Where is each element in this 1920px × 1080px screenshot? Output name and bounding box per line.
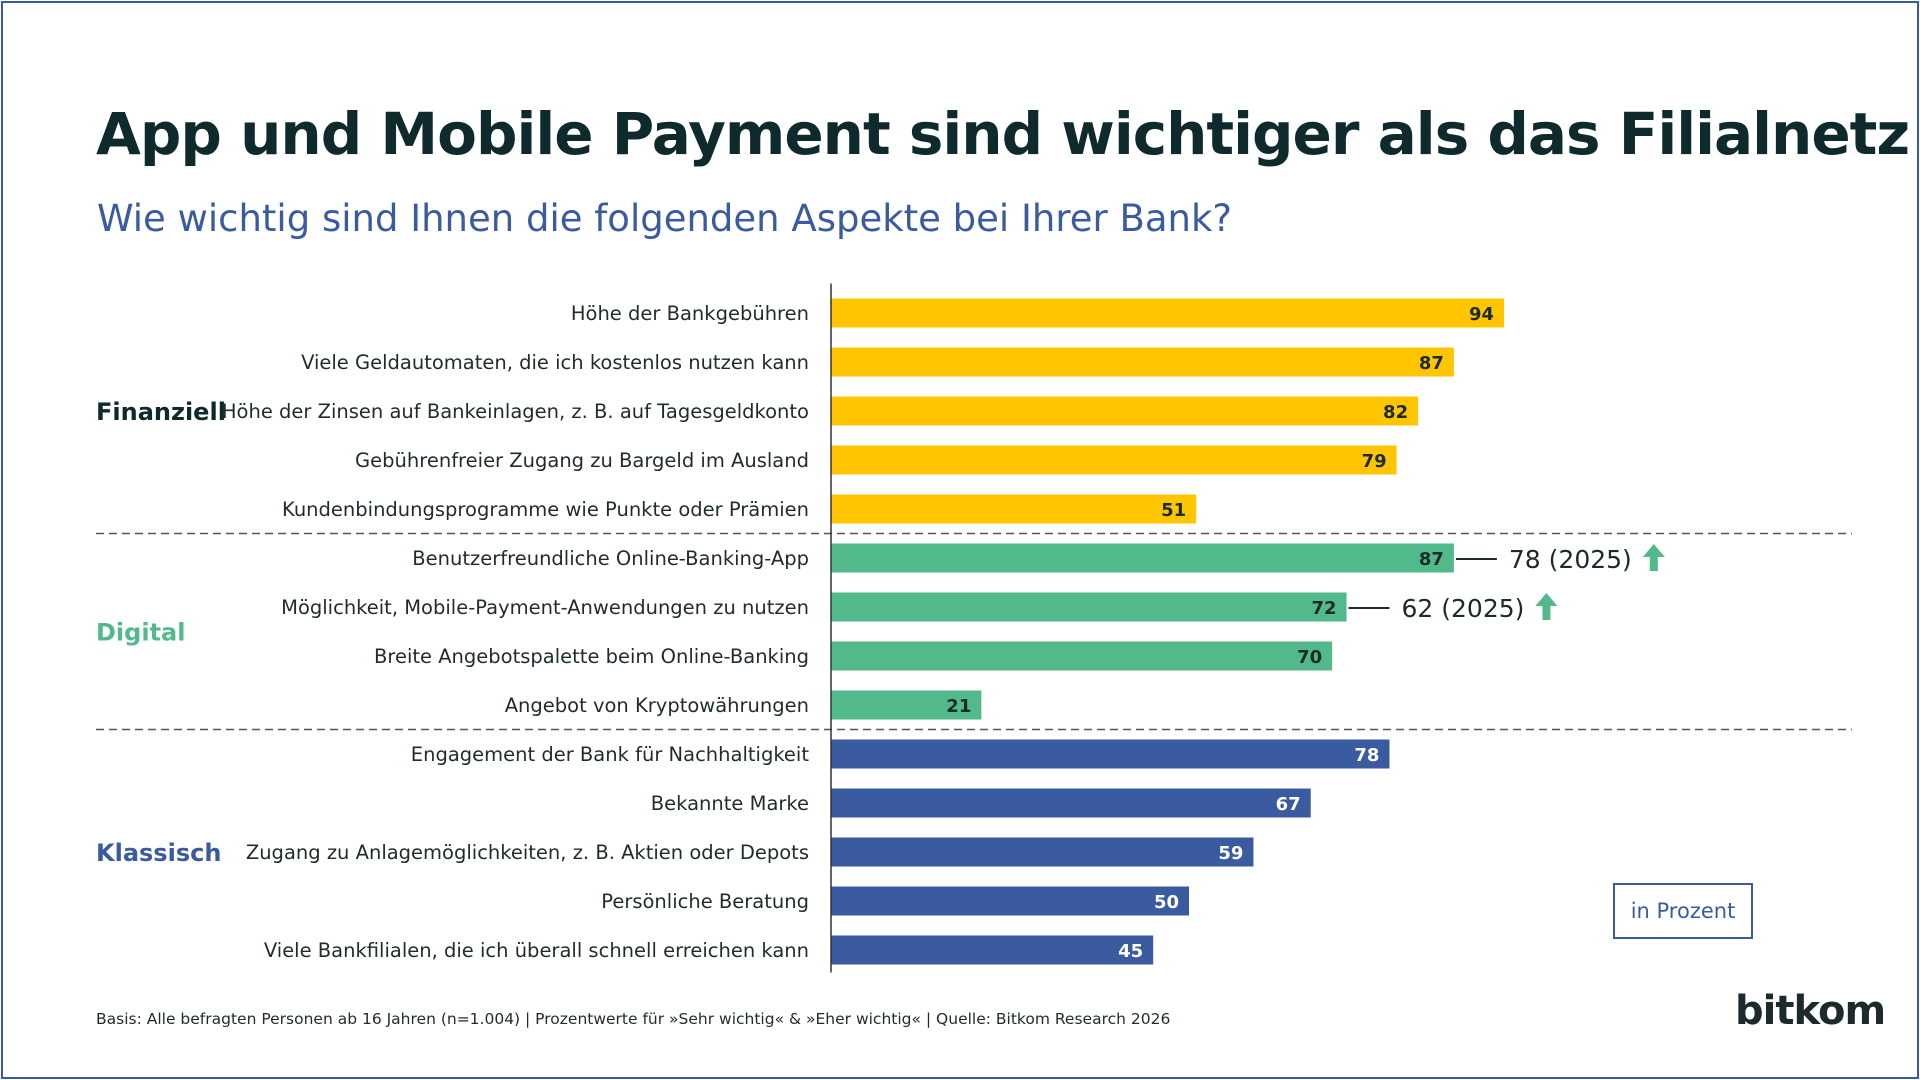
bar-value-label: 78 xyxy=(1354,745,1379,766)
category-label: Benutzerfreundliche Online-Banking-App xyxy=(412,547,809,570)
bitkom-logo: bitkom xyxy=(1735,988,1886,1034)
bar-value-label: 45 xyxy=(1118,941,1143,962)
category-label: Gebührenfreier Zugang zu Bargeld im Ausl… xyxy=(355,449,809,472)
chart-subtitle: Wie wichtig sind Ihnen die folgenden Asp… xyxy=(97,197,1233,240)
category-label: Persönliche Beratung xyxy=(601,890,809,913)
category-label: Höhe der Bankgebühren xyxy=(571,302,809,325)
category-label: Kundenbindungsprogramme wie Punkte oder … xyxy=(282,498,809,521)
bar-value-label: 79 xyxy=(1362,451,1387,472)
bar xyxy=(831,543,1454,573)
bar xyxy=(831,298,1505,328)
bar-value-label: 82 xyxy=(1383,402,1408,423)
bar-value-label: 59 xyxy=(1218,843,1243,864)
category-label: Möglichkeit, Mobile-Payment-Anwendungen … xyxy=(281,596,809,619)
category-label: Höhe der Zinsen auf Bankeinlagen, z. B. … xyxy=(222,400,809,423)
bar xyxy=(831,935,1154,965)
bar-chart: Höhe der Bankgebühren 94 Viele Geldautomat… xyxy=(96,283,1852,973)
group-label: Finanziell xyxy=(96,398,226,426)
bar xyxy=(831,396,1419,426)
category-label: Viele Geldautomaten, die ich kostenlos n… xyxy=(301,351,809,374)
chart-title: App und Mobile Payment sind wichtiger al… xyxy=(96,100,1910,168)
bar-value-label: 21 xyxy=(946,696,971,717)
bar xyxy=(831,788,1311,818)
group-label: Klassisch xyxy=(96,839,221,867)
up-arrow-icon xyxy=(1642,544,1665,571)
bar xyxy=(831,837,1254,867)
unit-label: in Prozent xyxy=(1630,899,1736,923)
category-label: Bekannte Marke xyxy=(651,792,809,815)
bar xyxy=(831,445,1397,475)
previous-year-annotation: 78 (2025) xyxy=(1509,545,1632,574)
bar-value-label: 67 xyxy=(1276,794,1301,815)
bar-value-label: 51 xyxy=(1161,500,1186,521)
category-label: Zugang zu Anlagemöglichkeiten, z. B. Akt… xyxy=(246,841,809,864)
bar xyxy=(831,690,982,720)
bar-value-label: 94 xyxy=(1469,304,1494,325)
category-label: Engagement der Bank für Nachhaltigkeit xyxy=(411,743,810,766)
group-label: Digital xyxy=(96,619,185,647)
source-footnote: Basis: Alle befragten Personen ab 16 Jah… xyxy=(96,1010,1171,1028)
bar-value-label: 87 xyxy=(1419,549,1444,570)
bar xyxy=(831,347,1454,377)
bar xyxy=(831,886,1189,916)
category-label: Breite Angebotspalette beim Online-Banki… xyxy=(374,645,809,668)
bar-value-label: 87 xyxy=(1419,353,1444,374)
previous-year-annotation: 62 (2025) xyxy=(1402,594,1525,623)
bar-value-label: 50 xyxy=(1154,892,1179,913)
bar xyxy=(831,494,1197,524)
bar-value-label: 72 xyxy=(1311,598,1336,619)
bar-value-label: 70 xyxy=(1297,647,1322,668)
bar xyxy=(831,592,1347,622)
up-arrow-icon xyxy=(1535,593,1558,620)
bar xyxy=(831,739,1390,769)
category-label: Angebot von Kryptowährungen xyxy=(505,694,809,717)
bar xyxy=(831,641,1333,671)
category-label: Viele Bankfilialen, die ich überall schn… xyxy=(264,939,809,962)
unit-label-box: in Prozent xyxy=(1613,883,1753,939)
